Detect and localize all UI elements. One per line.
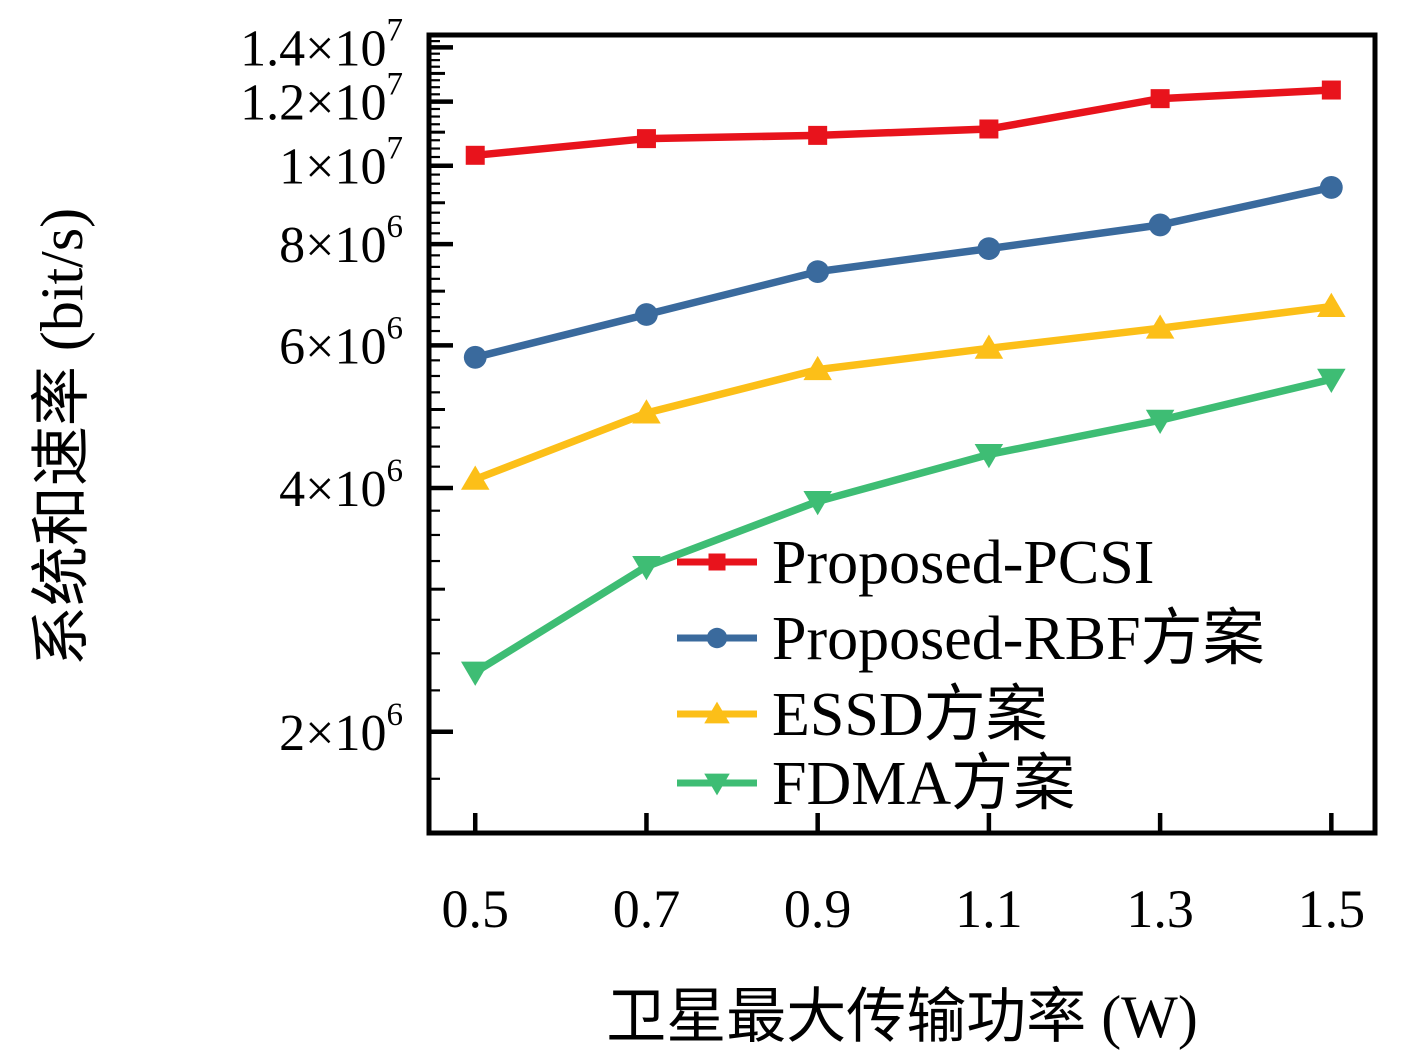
y-tick-label: 4×106 [279, 453, 403, 518]
x-tick-label: 1.3 [1126, 879, 1194, 939]
legend-marker [708, 553, 726, 571]
series-marker-0 [1150, 89, 1170, 109]
series-marker-1 [463, 345, 487, 369]
series-marker-1 [977, 237, 1001, 261]
y-tick-label: 2×106 [279, 697, 403, 762]
x-tick-label: 1.5 [1298, 879, 1366, 939]
series-marker-2 [1145, 314, 1175, 339]
series-marker-3 [632, 556, 661, 581]
legend-marker [706, 627, 728, 649]
series-marker-3 [460, 661, 490, 686]
series-line-1 [474, 183, 1333, 361]
legend-item-2: ESSD方案 [677, 681, 1048, 749]
series-marker-1 [1148, 213, 1172, 237]
x-axis-label: 卫星最大传输功率 (W) [606, 984, 1198, 1050]
y-tick-label: 6×106 [279, 310, 403, 375]
y-tick-label: 1×107 [279, 131, 403, 196]
legend-marker [704, 773, 730, 796]
series-marker-3 [1145, 409, 1175, 434]
series-marker-2 [632, 399, 661, 424]
y-tick-label: 1.2×107 [240, 67, 403, 132]
ticks-layer [431, 40, 1334, 835]
x-tick-label: 1.1 [955, 879, 1023, 939]
series-marker-2 [460, 465, 490, 490]
series-marker-2 [1317, 292, 1346, 318]
y-axis-label: 系统和速率 (bit/s) [29, 208, 95, 666]
series-marker-3 [974, 444, 1004, 469]
legend-item-1: Proposed-RBF方案 [677, 605, 1265, 673]
series-line-3 [473, 375, 1333, 676]
y-tick-label: 8×106 [279, 209, 403, 274]
legend-marker [704, 701, 730, 724]
series-marker-1 [806, 260, 830, 284]
series-marker-1 [1319, 176, 1343, 199]
series-marker-0 [1321, 80, 1341, 100]
x-tick-label: 0.9 [784, 879, 852, 939]
legend-item-3: FDMA方案 [677, 750, 1075, 818]
series-marker-2 [974, 334, 1004, 359]
series-marker-0 [465, 145, 485, 165]
series-marker-0 [979, 119, 999, 139]
series-marker-3 [1317, 368, 1346, 393]
series-marker-3 [803, 490, 832, 516]
y-tick-label: 1.4×107 [240, 12, 403, 77]
x-tick-label: 0.5 [441, 879, 509, 939]
x-tick-label: 0.7 [613, 879, 681, 939]
legend-item-0: Proposed-PCSI [677, 529, 1154, 597]
legend-label: FDMA方案 [772, 750, 1075, 818]
legend-label: Proposed-PCSI [772, 529, 1154, 597]
series-marker-0 [636, 129, 656, 149]
series-marker-2 [803, 355, 832, 381]
series-layer [460, 80, 1346, 686]
legend-label: ESSD方案 [772, 681, 1048, 749]
series-line-0 [474, 86, 1332, 160]
plot-frame [426, 32, 1378, 836]
series-marker-0 [808, 125, 828, 145]
series-marker-1 [635, 303, 658, 326]
legend-label: Proposed-RBF方案 [772, 605, 1265, 673]
series-line-2 [473, 302, 1332, 483]
